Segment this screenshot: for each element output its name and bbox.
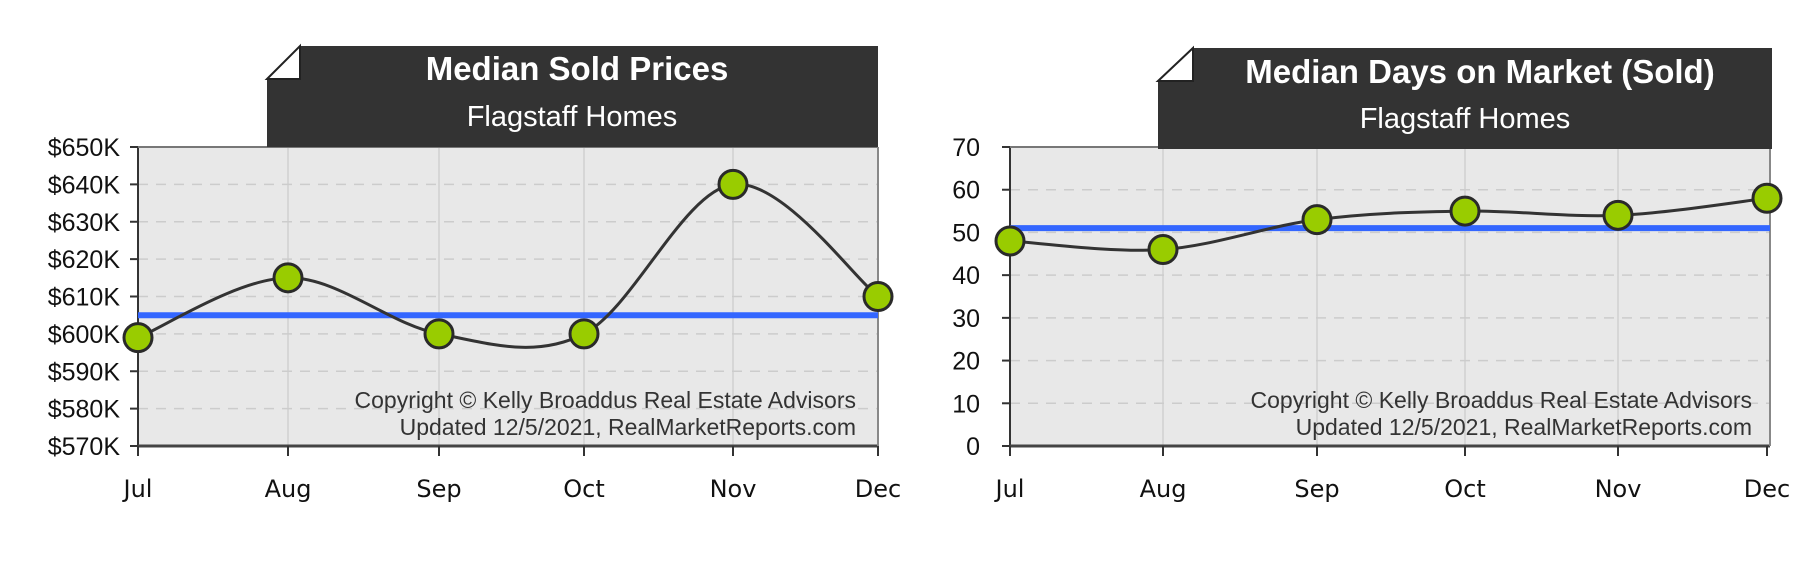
gridlines bbox=[1010, 147, 1770, 446]
y-tick-label: $610K bbox=[48, 284, 121, 312]
y-tick-label: $640K bbox=[48, 171, 121, 199]
y-tick-label: 0 bbox=[966, 433, 980, 461]
y-tick-label: 40 bbox=[952, 262, 980, 290]
y-tick-label: 70 bbox=[952, 134, 980, 162]
page-fold-icon bbox=[264, 43, 301, 80]
title-banner: Median Sold Prices Flagstaff Homes bbox=[264, 43, 878, 147]
data-point bbox=[862, 281, 894, 312]
x-tick-label: Oct bbox=[1444, 475, 1486, 503]
x-tick-label: Sep bbox=[416, 475, 461, 503]
chart-title: Median Sold Prices bbox=[426, 50, 729, 87]
copyright-text: Copyright © Kelly Broaddus Real Estate A… bbox=[355, 387, 856, 413]
y-tick-label: $630K bbox=[48, 209, 121, 237]
data-point bbox=[122, 322, 154, 354]
data-points bbox=[994, 182, 1783, 266]
y-tick-label: 20 bbox=[952, 348, 980, 376]
y-tick-label: $580K bbox=[48, 396, 121, 424]
data-point bbox=[423, 318, 455, 350]
data-point bbox=[717, 168, 749, 200]
updated-text: Updated 12/5/2021, RealMarketReports.com bbox=[400, 414, 856, 440]
copyright-text: Copyright © Kelly Broaddus Real Estate A… bbox=[1251, 387, 1752, 413]
data-point bbox=[1751, 182, 1783, 214]
y-tick-label: $570K bbox=[48, 433, 121, 461]
chart-median-sold-prices: $650K $640K $630K $620K $610K $600K $590K $580K… bbox=[48, 43, 901, 503]
y-tick-label: $620K bbox=[48, 246, 121, 274]
updated-text: Updated 12/5/2021, RealMarketReports.com bbox=[1296, 414, 1752, 440]
page-fold-icon bbox=[1155, 45, 1194, 82]
y-tick-label: 50 bbox=[952, 219, 980, 247]
y-tick-label: $650K bbox=[48, 134, 121, 162]
plot-area bbox=[1010, 147, 1770, 446]
data-point bbox=[1602, 199, 1634, 231]
data-point bbox=[1147, 234, 1179, 266]
data-point bbox=[568, 318, 600, 350]
x-tick-label: Aug bbox=[265, 475, 312, 503]
chart-median-days-on-market: 70 60 50 40 30 20 10 0 Jul Aug Sep Oct Nov Dec Media… bbox=[952, 45, 1790, 503]
x-tick-label: Jul bbox=[994, 475, 1025, 503]
x-tick-label: Oct bbox=[563, 475, 605, 503]
y-axis-ticks: 70 60 50 40 30 20 10 0 bbox=[952, 134, 1010, 461]
y-tick-label: $590K bbox=[48, 358, 121, 386]
y-tick-label: 10 bbox=[952, 390, 980, 418]
x-axis-ticks: Jul Aug Sep Oct Nov Dec bbox=[994, 446, 1790, 503]
x-tick-label: Aug bbox=[1140, 475, 1187, 503]
x-tick-label: Dec bbox=[1744, 475, 1790, 503]
y-tick-label: 30 bbox=[952, 305, 980, 333]
x-tick-label: Dec bbox=[855, 475, 901, 503]
x-tick-label: Jul bbox=[122, 475, 153, 503]
data-point bbox=[1449, 195, 1481, 227]
chart-subtitle: Flagstaff Homes bbox=[467, 101, 678, 133]
y-tick-label: $600K bbox=[48, 321, 121, 349]
x-tick-label: Nov bbox=[1595, 475, 1642, 503]
data-point bbox=[272, 262, 304, 294]
data-points bbox=[122, 168, 894, 354]
data-point bbox=[994, 225, 1026, 257]
data-line bbox=[1009, 196, 1768, 252]
x-axis-ticks: Jul Aug Sep Oct Nov Dec bbox=[122, 446, 901, 503]
gridlines bbox=[138, 147, 878, 446]
x-tick-label: Nov bbox=[710, 475, 757, 503]
chart-subtitle: Flagstaff Homes bbox=[1360, 103, 1571, 135]
data-point bbox=[1301, 204, 1333, 236]
x-tick-label: Sep bbox=[1294, 475, 1339, 503]
title-banner: Median Days on Market (Sold) Flagstaff H… bbox=[1155, 45, 1772, 149]
y-tick-label: 60 bbox=[952, 177, 980, 205]
chart-title: Median Days on Market (Sold) bbox=[1245, 53, 1714, 90]
y-axis-ticks: $650K $640K $630K $620K $610K $600K $590K $580K… bbox=[48, 134, 138, 461]
